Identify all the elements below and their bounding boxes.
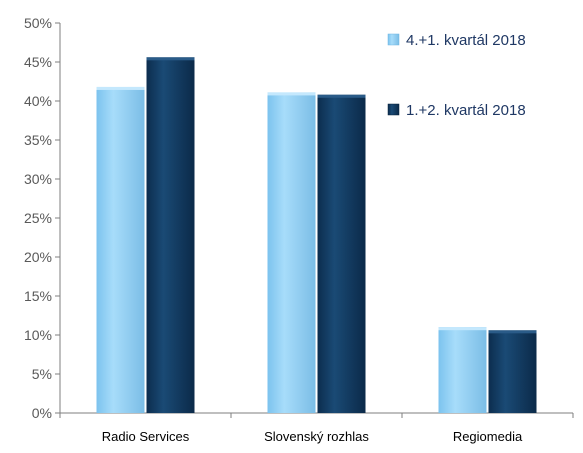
y-tick-label: 35%: [24, 132, 52, 148]
y-tick-label: 50%: [24, 15, 52, 31]
y-tick-label: 20%: [24, 249, 52, 265]
y-tick-label: 40%: [24, 93, 52, 109]
legend: 4.+1. kvartál 2018 1.+2. kvartál 2018: [387, 32, 526, 119]
bar-series-2: [146, 57, 195, 413]
y-tick-label: 0%: [32, 405, 52, 421]
bar-series-1: [267, 92, 316, 414]
y-tick-label: 25%: [24, 210, 52, 226]
x-category-label: Slovenský rozhlas: [264, 429, 369, 444]
legend-label: 1.+2. kvartál 2018: [406, 102, 526, 119]
legend-label: 4.+1. kvartál 2018: [406, 32, 526, 49]
y-tick-label: 5%: [32, 366, 52, 382]
bar-series-1: [438, 327, 487, 413]
legend-swatch: [387, 103, 400, 116]
legend-item: 1.+2. kvartál 2018: [387, 102, 526, 119]
y-tick-label: 45%: [24, 54, 52, 70]
legend-item: 4.+1. kvartál 2018: [387, 32, 526, 49]
bar-series-2: [317, 94, 366, 413]
y-tick-label: 15%: [24, 288, 52, 304]
y-tick-label: 30%: [24, 171, 52, 187]
bar-series-2: [488, 330, 537, 413]
x-category-label: Radio Services: [102, 429, 190, 444]
bar-series-1: [96, 86, 145, 414]
y-tick-label: 10%: [24, 327, 52, 343]
legend-swatch: [387, 33, 400, 46]
x-category-label: Regiomedia: [453, 429, 523, 444]
